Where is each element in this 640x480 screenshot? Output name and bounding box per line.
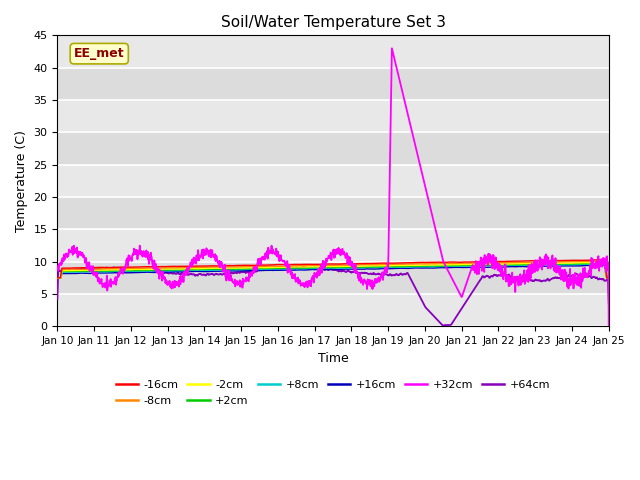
X-axis label: Time: Time (317, 352, 348, 365)
Bar (58, 229, 609, 262)
Text: EE_met: EE_met (74, 47, 125, 60)
Bar (58, 100, 609, 132)
Legend: -16cm, -8cm, -2cm, +2cm, +8cm, +16cm, +32cm, +64cm: -16cm, -8cm, -2cm, +2cm, +8cm, +16cm, +3… (111, 375, 555, 410)
Bar (58, 165, 609, 197)
Bar (58, 36, 609, 68)
Title: Soil/Water Temperature Set 3: Soil/Water Temperature Set 3 (221, 15, 445, 30)
Y-axis label: Temperature (C): Temperature (C) (15, 130, 28, 232)
Bar (58, 294, 609, 326)
